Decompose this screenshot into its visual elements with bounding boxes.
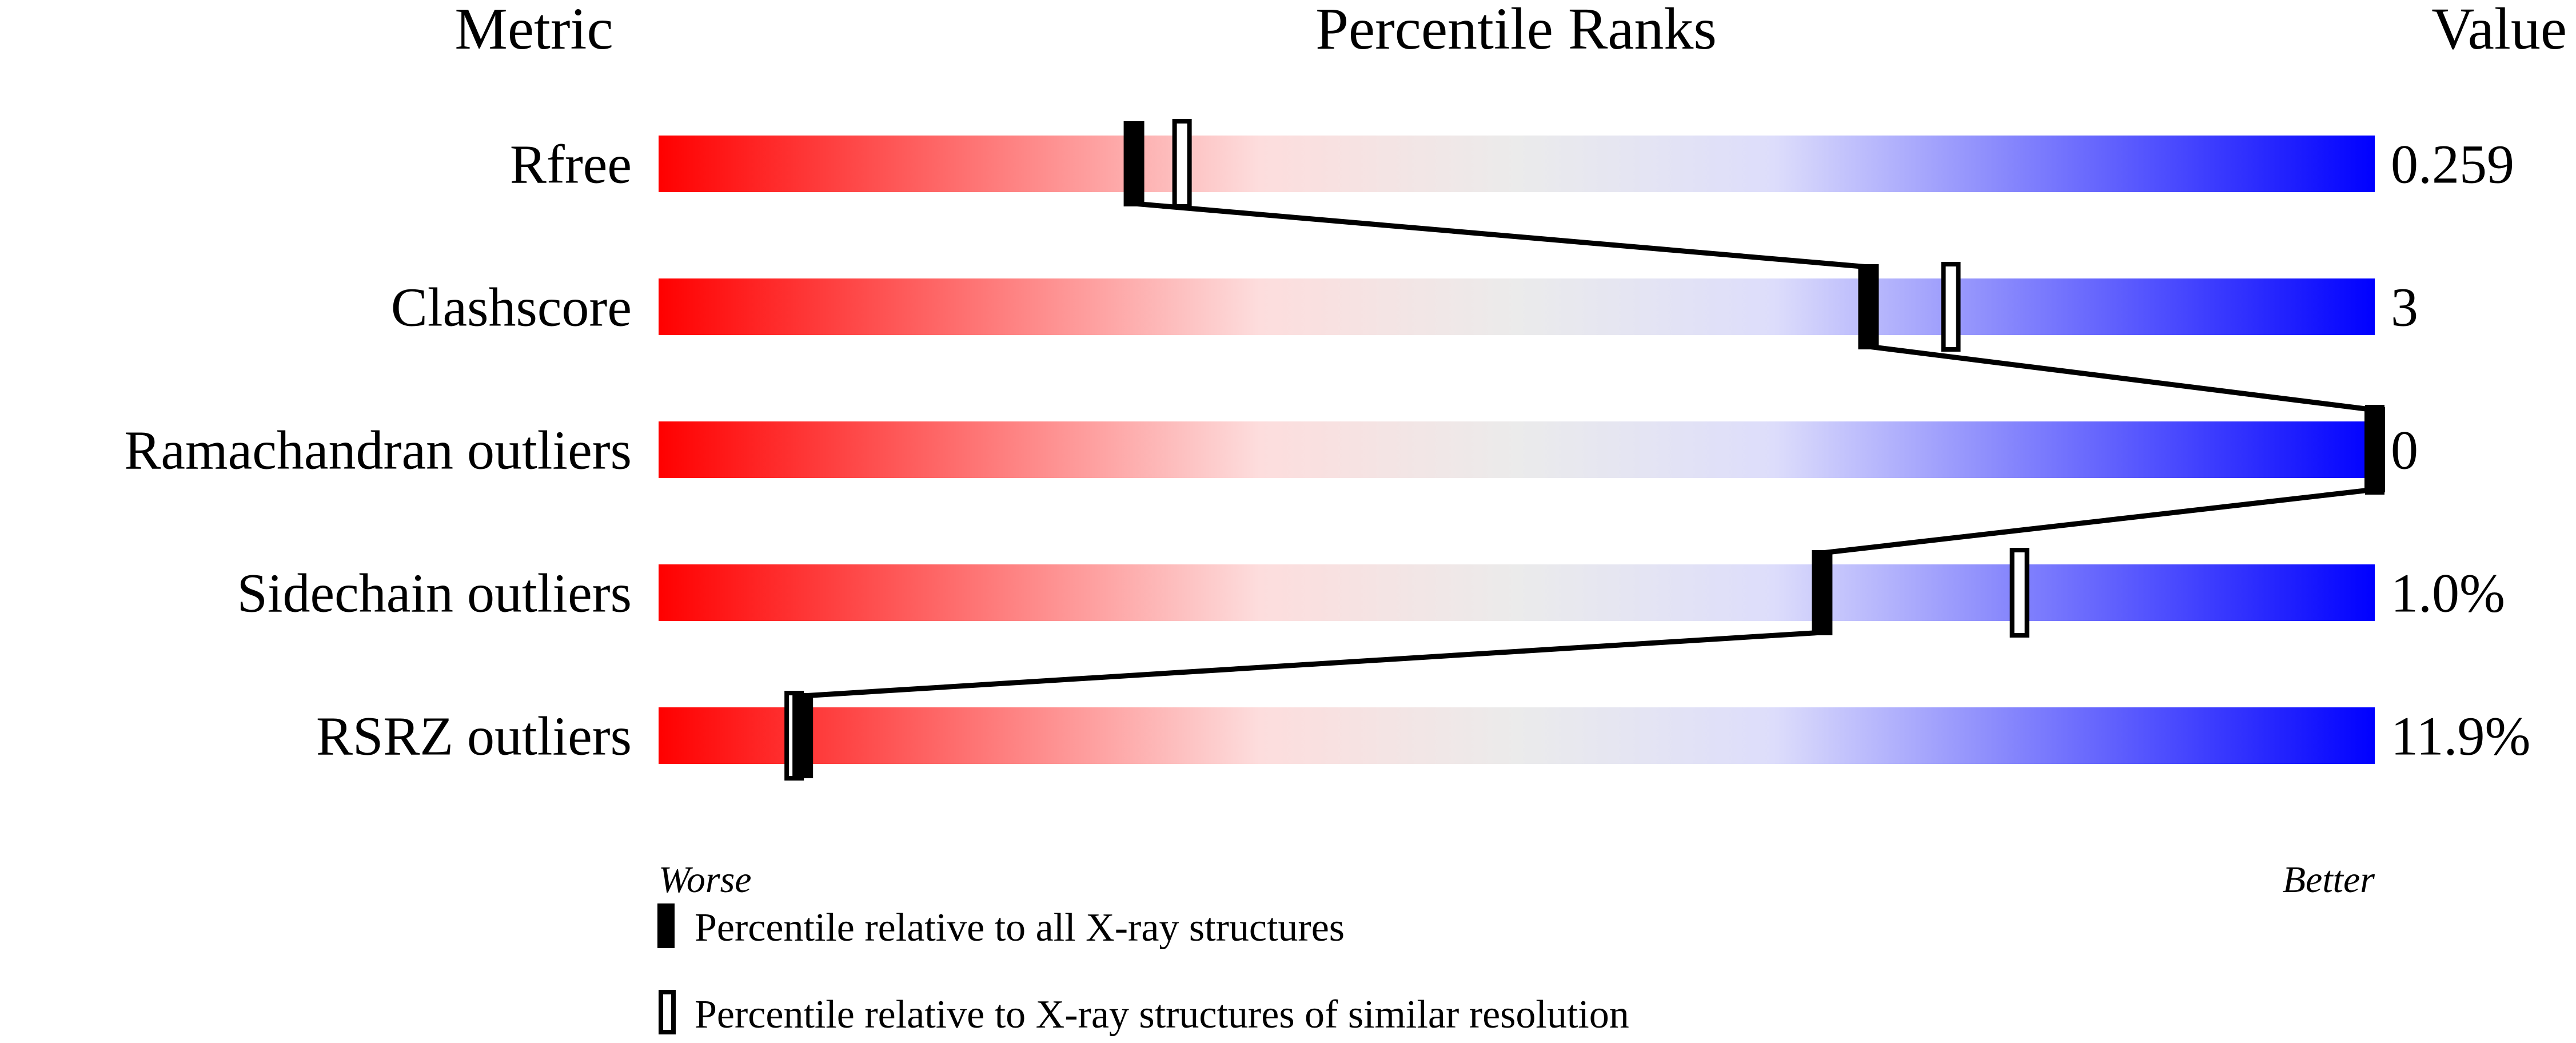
- connector-line: [1134, 201, 1869, 270]
- marker-similar-resolution: [1172, 119, 1192, 209]
- metric-label: Clashscore: [391, 277, 632, 338]
- legend-label-similar: Percentile relative to X-ray structures …: [695, 993, 1629, 1037]
- connector-line: [802, 630, 1823, 699]
- axis-label-better: Better: [2283, 859, 2375, 901]
- percentile-bar: [659, 136, 2375, 192]
- axis-label-worse: Worse: [659, 859, 752, 901]
- metric-value: 1.0%: [2391, 563, 2505, 624]
- percentile-bar: [659, 278, 2375, 335]
- metric-value: 0: [2391, 420, 2418, 481]
- marker-similar-resolution: [2009, 548, 2029, 638]
- legend-label-all: Percentile relative to all X-ray structu…: [695, 906, 1345, 950]
- marker-all-structures: [2364, 407, 2385, 492]
- metric-label: RSRZ outliers: [316, 706, 632, 767]
- header-value: Value: [2431, 0, 2567, 62]
- marker-similar-resolution: [1941, 262, 1961, 352]
- metric-value: 0.259: [2391, 134, 2514, 195]
- marker-all-structures: [1123, 121, 1145, 206]
- marker-all-structures: [1858, 264, 1879, 349]
- connector-line: [1821, 487, 2375, 556]
- metric-label: Rfree: [510, 134, 632, 195]
- legend-filled-marker: [657, 903, 675, 948]
- marker-all-structures: [792, 693, 814, 778]
- metric-label: Sidechain outliers: [237, 563, 632, 624]
- header-metric: Metric: [454, 0, 613, 62]
- percentile-bar: [659, 564, 2375, 621]
- header-percentile-ranks: Percentile Ranks: [1315, 0, 1717, 62]
- metric-value: 11.9%: [2391, 706, 2530, 767]
- percentile-bar: [659, 421, 2375, 478]
- legend-open-marker: [659, 990, 676, 1034]
- percentile-bar: [659, 707, 2375, 764]
- connector-line: [1868, 344, 2375, 413]
- metric-label: Ramachandran outliers: [124, 420, 632, 481]
- metric-value: 3: [2391, 277, 2418, 338]
- marker-all-structures: [1812, 550, 1833, 635]
